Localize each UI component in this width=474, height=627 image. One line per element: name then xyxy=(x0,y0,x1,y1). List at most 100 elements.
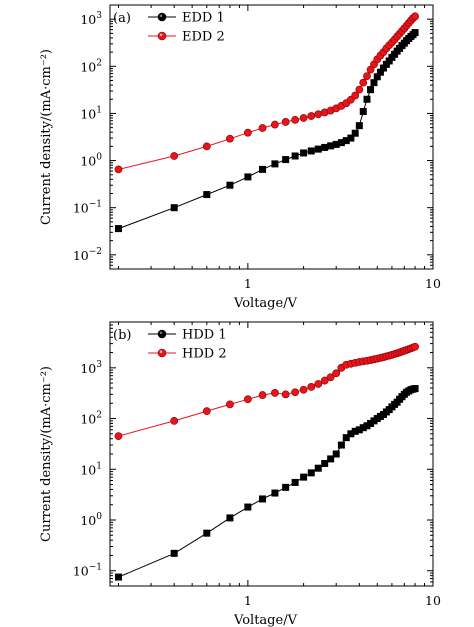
data-point xyxy=(226,181,234,189)
data-point xyxy=(347,134,355,142)
data-point xyxy=(332,369,341,378)
data-point xyxy=(259,165,267,173)
data-point xyxy=(307,469,315,477)
legend-marker-highlight xyxy=(159,331,163,335)
legend-label: HDD 1 xyxy=(182,328,227,343)
x-tick-label: 1 xyxy=(244,593,252,608)
y-tick-exponent: −2 xyxy=(89,247,102,257)
y-tick-base: 10 xyxy=(80,154,96,169)
data-point xyxy=(359,78,368,87)
data-point xyxy=(281,390,290,399)
data-point xyxy=(307,147,315,155)
data-point xyxy=(259,495,267,503)
data-point xyxy=(114,225,122,233)
y-tick-exponent: 2 xyxy=(96,411,102,421)
y-tick-label: 102 xyxy=(80,411,102,427)
data-point xyxy=(337,441,345,449)
data-point xyxy=(411,385,419,393)
data-point xyxy=(321,143,329,151)
y-tick-base: 10 xyxy=(80,361,96,376)
y-tick-label: 100 xyxy=(80,153,102,169)
y-axis-label: Current density/(mA·cm⁻²) xyxy=(39,366,54,542)
data-point xyxy=(243,395,252,404)
data-point xyxy=(307,383,316,391)
data-point xyxy=(114,165,123,174)
y-tick-label: 101 xyxy=(80,105,102,121)
data-point xyxy=(299,114,308,122)
data-point xyxy=(373,73,381,81)
data-point xyxy=(327,142,335,150)
data-point xyxy=(355,122,363,130)
data-point xyxy=(300,473,308,481)
y-tick-label: 103 xyxy=(80,11,102,27)
data-point xyxy=(351,91,360,100)
legend-marker-highlight xyxy=(159,33,163,37)
panel-label: (b) xyxy=(113,328,131,343)
data-point xyxy=(367,86,375,94)
y-tick-exponent: 3 xyxy=(96,11,102,21)
data-point xyxy=(332,450,340,458)
plot-frame xyxy=(109,4,434,270)
data-point xyxy=(359,424,367,432)
data-point xyxy=(363,422,371,430)
series-line xyxy=(118,32,416,230)
data-point xyxy=(314,380,323,388)
legend-marker xyxy=(157,348,167,358)
legend-label: EDD 2 xyxy=(182,30,225,45)
data-point xyxy=(203,529,211,537)
legend-marker xyxy=(157,329,167,339)
chart-panel-1: 1 1010−210−1100101102103Voltage/VCurrent … xyxy=(39,4,441,311)
data-point xyxy=(244,173,252,181)
data-point xyxy=(258,391,267,399)
data-point xyxy=(332,140,340,148)
panel-label: (a) xyxy=(113,11,131,26)
data-point xyxy=(326,373,335,382)
data-point xyxy=(282,483,290,491)
data-point xyxy=(355,426,363,434)
data-point xyxy=(355,85,364,94)
y-tick-label: 10−2 xyxy=(73,247,102,263)
data-point xyxy=(226,514,234,522)
data-point xyxy=(351,129,359,137)
data-point xyxy=(347,430,355,438)
y-tick-exponent: 0 xyxy=(96,153,102,163)
data-point xyxy=(291,152,299,160)
data-point xyxy=(243,128,252,137)
y-tick-exponent: 3 xyxy=(96,360,102,370)
x-tick-label: 1 xyxy=(244,276,252,291)
data-point xyxy=(342,137,350,145)
data-point xyxy=(170,204,178,212)
y-tick-exponent: −1 xyxy=(89,563,102,573)
data-point xyxy=(271,489,279,497)
y-axis-label: Current density/(mA·cm⁻²) xyxy=(39,49,54,225)
data-point xyxy=(327,455,335,463)
y-tick-exponent: 2 xyxy=(96,58,102,68)
data-point xyxy=(244,503,252,511)
y-tick-exponent: −1 xyxy=(89,200,102,210)
data-point xyxy=(376,68,384,76)
data-point xyxy=(314,464,322,472)
y-tick-label: 102 xyxy=(80,58,102,74)
y-tick-label: 10−1 xyxy=(73,200,102,216)
data-point xyxy=(359,107,367,115)
data-point xyxy=(320,376,329,385)
legend-marker xyxy=(157,12,167,22)
x-tick-label: 10 xyxy=(425,593,441,608)
legend-marker xyxy=(157,31,167,41)
data-point xyxy=(170,416,179,425)
data-point xyxy=(300,149,308,157)
legend-marker-highlight xyxy=(159,350,163,354)
data-point xyxy=(203,191,211,199)
y-tick-label: 103 xyxy=(80,360,102,376)
y-tick-label: 100 xyxy=(80,512,102,528)
y-tick-exponent: 1 xyxy=(96,105,102,115)
y-tick-base: 10 xyxy=(80,513,96,528)
data-point xyxy=(202,407,211,416)
data-point xyxy=(351,427,359,435)
y-tick-exponent: 0 xyxy=(96,512,102,522)
legend-entry: EDD 2 xyxy=(148,30,225,45)
data-point xyxy=(291,115,300,124)
y-tick-base: 10 xyxy=(80,412,96,427)
y-tick-base: 10 xyxy=(80,12,96,27)
